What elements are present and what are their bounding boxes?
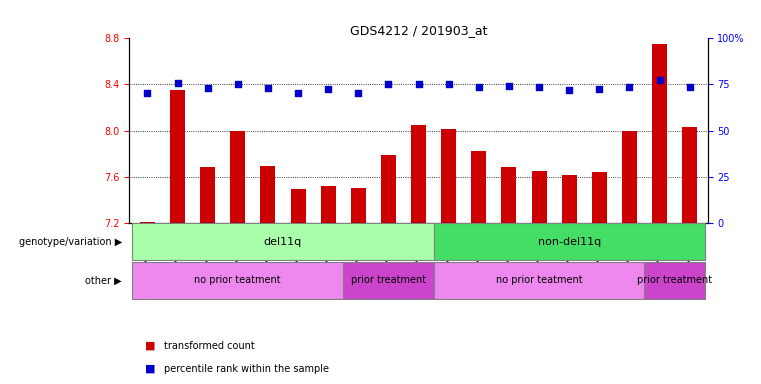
Bar [170,90,185,223]
Bar [622,131,637,223]
Point [382,81,394,88]
Bar [562,175,577,223]
Bar [291,189,306,223]
Text: non-del11q: non-del11q [537,237,600,247]
Point [473,84,485,90]
Point [503,83,515,89]
Bar [132,262,343,299]
Bar [531,171,546,223]
Point [443,81,455,88]
Point [142,89,154,96]
Point [262,85,274,91]
Bar [320,186,336,223]
Point [231,81,244,88]
Bar [231,131,245,223]
Point [202,85,214,91]
Text: del11q: del11q [264,237,302,247]
Point [533,84,545,90]
Bar [200,167,215,223]
Point [594,86,606,92]
Bar [260,166,275,223]
Point [563,87,575,93]
Text: genotype/variation ▶: genotype/variation ▶ [18,237,122,247]
Bar [434,223,705,260]
Bar [652,44,667,223]
Point [623,84,635,90]
Bar [501,167,517,223]
Text: prior treatment: prior treatment [351,275,426,285]
Bar [471,151,486,223]
Point [654,77,666,83]
Title: GDS4212 / 201903_at: GDS4212 / 201903_at [350,24,487,37]
Bar [140,222,155,223]
Text: ■: ■ [145,341,155,351]
Text: percentile rank within the sample: percentile rank within the sample [164,364,329,374]
Text: other ▶: other ▶ [85,275,122,285]
Bar [441,129,456,223]
Point [683,84,696,90]
Bar [434,262,645,299]
Point [171,80,183,86]
Text: no prior teatment: no prior teatment [495,275,582,285]
Text: no prior teatment: no prior teatment [195,275,281,285]
Bar [411,125,426,223]
Text: ■: ■ [145,364,155,374]
Bar [381,155,396,223]
Point [412,81,425,88]
Text: prior treatment: prior treatment [637,275,712,285]
Point [292,89,304,96]
Bar [343,262,434,299]
Bar [351,188,366,223]
Bar [682,127,697,223]
Bar [132,223,434,260]
Bar [592,172,607,223]
Point [322,86,334,92]
Point [352,89,365,96]
Text: transformed count: transformed count [164,341,254,351]
Bar [645,262,705,299]
